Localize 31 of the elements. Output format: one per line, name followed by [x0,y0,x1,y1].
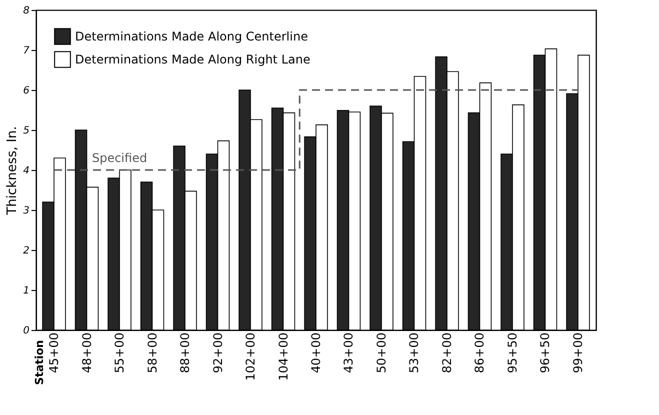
y-tick-label: 5 [23,126,30,136]
y-tick-label: 3 [23,206,30,216]
x-tick-label: 88+00 [178,332,192,374]
y-tick-label: 7 [23,46,30,56]
x-tick-label: 96+50 [538,332,552,374]
x-tick-label: 95+50 [505,332,520,374]
x-tick-label: 58+00 [145,332,160,374]
x-tick-label: 43+00 [342,332,356,374]
y-tick-label: 8 [23,6,30,16]
y-tick-label: 0 [23,326,30,336]
y-tick-label: 1 [23,286,30,296]
x-tick-label: 99+00 [570,332,585,374]
series-label: Specified [92,151,148,165]
y-tick-label: 2 [23,246,30,256]
x-tick-label: 40+00 [309,332,323,374]
legend-label: Determinations Made Along Right Lane [75,52,310,66]
legend-label: Determinations Made Along Centerline [75,30,308,44]
x-tick-label: 53+00 [407,332,422,374]
y-axis-title: Thickness, In. [5,126,20,216]
x-tick-label: 55+00 [112,332,127,374]
x-tick-label: 102+00 [244,332,258,381]
x-tick-label: 92+00 [210,332,225,374]
x-tick-label: 45+00 [47,332,62,374]
x-tick-label: 50+00 [374,332,388,374]
y-tick-label: 6 [23,86,30,96]
x-tick-label: 82+00 [440,332,454,374]
y-tick-label: 4 [23,166,30,176]
x-tick-label: 48+00 [80,332,94,374]
x-tick-label: 104+00 [276,332,290,381]
x-tick-label: 86+00 [472,332,487,374]
text: Station [33,340,46,386]
